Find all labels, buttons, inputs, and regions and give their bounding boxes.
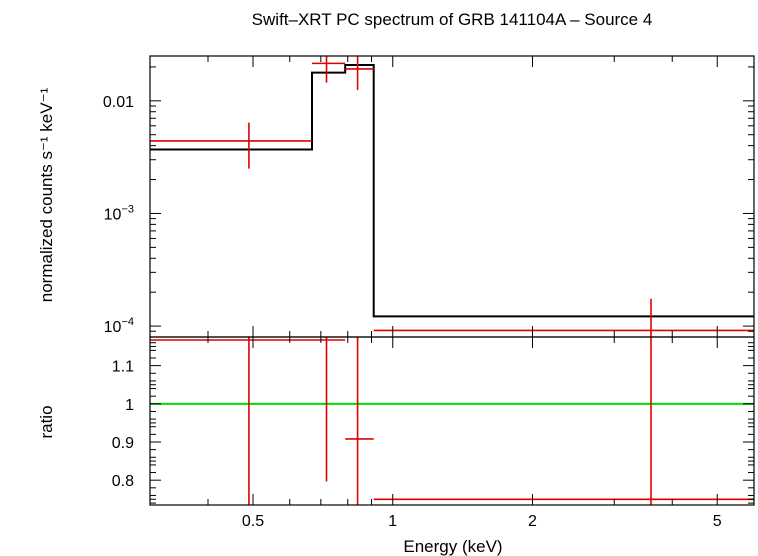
top-y-axis-label: normalized counts s⁻¹ keV⁻¹ — [37, 87, 56, 302]
chart-title: Swift–XRT PC spectrum of GRB 141104A – S… — [252, 10, 653, 29]
top-y-tick-label: 10−3 — [104, 203, 134, 223]
top-y-tick-label: 0.01 — [103, 94, 134, 111]
ratio-y-tick-label: 0.8 — [112, 473, 134, 490]
ratio-y-tick-label: 1 — [125, 397, 134, 414]
x-tick-label: 1 — [388, 513, 397, 530]
x-tick-label: 2 — [528, 513, 537, 530]
top-panel-frame — [149, 55, 755, 338]
top-y-tick-label: 10−4 — [104, 316, 134, 336]
x-tick-label: 0.5 — [242, 513, 264, 530]
bottom-panel-frame — [149, 336, 755, 506]
bottom-y-axis-label: ratio — [37, 405, 56, 438]
ratio-y-tick-label: 0.9 — [112, 435, 134, 452]
x-axis-label: Energy (keV) — [403, 537, 502, 556]
x-tick-label: 5 — [713, 513, 722, 530]
model-step-line — [150, 64, 754, 318]
ratio-y-tick-label: 1.1 — [112, 359, 134, 376]
